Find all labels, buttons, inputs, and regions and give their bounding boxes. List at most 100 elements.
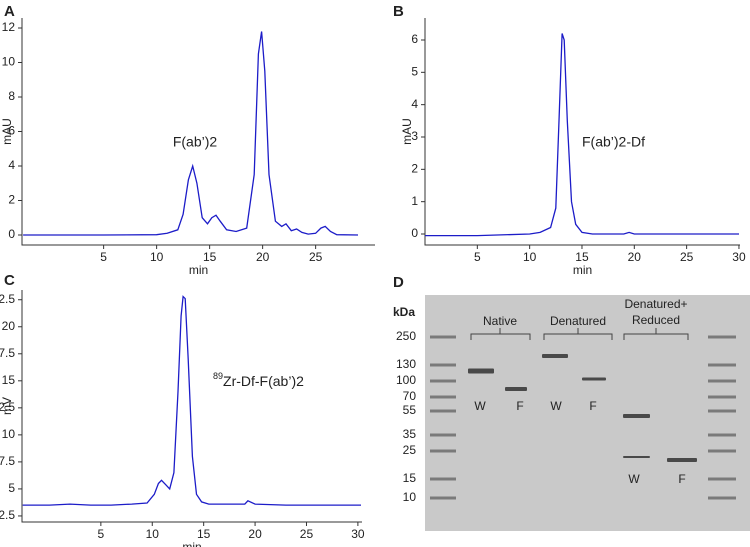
- x-tick-label: 25: [309, 250, 323, 264]
- x-tick-label: 10: [523, 250, 537, 264]
- y-tick-label: 4: [411, 97, 418, 111]
- y-tick-label: 6: [411, 32, 418, 46]
- x-axis-label: min: [189, 263, 208, 277]
- trace: [23, 31, 359, 236]
- x-axis-label: min: [573, 263, 592, 277]
- ladder-band: [708, 379, 736, 383]
- ladder-band: [708, 409, 736, 413]
- ladder-band: [708, 335, 736, 339]
- sample-band: [623, 414, 650, 418]
- y-tick-label: 12: [2, 20, 16, 34]
- y-tick-label: 10: [2, 427, 16, 441]
- lane-label: F: [678, 472, 685, 486]
- marker-label: 100: [396, 373, 416, 387]
- y-tick-label: 0: [8, 227, 15, 241]
- y-tick-label: 3: [411, 129, 418, 143]
- y-tick-label: 22.5: [0, 292, 15, 306]
- lane-label: F: [589, 399, 596, 413]
- y-axis-label: mAU: [400, 118, 414, 145]
- x-tick-label: 30: [732, 250, 746, 264]
- ladder-band: [708, 395, 736, 399]
- y-tick-label: 8: [8, 89, 15, 103]
- x-tick-label: 20: [628, 250, 642, 264]
- marker-label: 35: [403, 427, 417, 441]
- x-tick-label: 25: [300, 527, 314, 541]
- sample-band: [505, 387, 527, 391]
- lane-label: W: [474, 399, 486, 413]
- lane-label: F: [516, 399, 523, 413]
- ladder-band: [708, 363, 736, 367]
- x-tick-label: 25: [680, 250, 694, 264]
- x-tick-label: 5: [98, 527, 105, 541]
- x-tick-label: 10: [146, 527, 160, 541]
- axis-line: [424, 18, 740, 246]
- ladder-band: [430, 433, 456, 437]
- ladder-band: [430, 496, 456, 500]
- sample-band: [468, 368, 494, 374]
- x-tick-label: 5: [474, 250, 481, 264]
- ladder-band: [430, 363, 456, 367]
- x-tick-label: 30: [351, 527, 365, 541]
- ladder-band: [708, 496, 736, 500]
- peak-annotation: F(ab’)2: [173, 134, 218, 150]
- panel-letter: D: [393, 274, 404, 291]
- trace: [425, 33, 739, 237]
- x-tick-label: 15: [203, 250, 217, 264]
- group-label: Reduced: [632, 313, 680, 327]
- y-tick-label: 15: [2, 373, 16, 387]
- ladder-band: [430, 449, 456, 453]
- y-tick-label: 2: [8, 193, 15, 207]
- panel-letter: C: [4, 272, 15, 289]
- x-tick-label: 5: [100, 250, 107, 264]
- annotation-text: Zr-Df-F(ab’)2: [223, 373, 304, 389]
- axis-line: [21, 18, 375, 246]
- marker-label: 15: [403, 471, 417, 485]
- y-tick-label: 17.5: [0, 346, 15, 360]
- y-tick-label: 20: [2, 319, 16, 333]
- ladder-band: [708, 449, 736, 453]
- y-tick-label: 6: [8, 124, 15, 138]
- panel-letter: A: [4, 3, 15, 20]
- isotope-superscript: 89: [213, 371, 223, 381]
- group-label: Denatured+: [624, 297, 687, 311]
- marker-label: 130: [396, 357, 416, 371]
- y-tick-label: 0: [411, 226, 418, 240]
- gel-unit: kDa: [393, 305, 415, 319]
- y-tick-label: 2.5: [0, 508, 15, 522]
- ladder-band: [708, 477, 736, 481]
- trace: [22, 295, 361, 506]
- x-tick-label: 15: [575, 250, 589, 264]
- gel-brackets: [470, 328, 689, 340]
- marker-label: 55: [403, 403, 417, 417]
- peak-annotation: F(ab’)2-Df: [582, 134, 645, 150]
- sample-band: [542, 354, 568, 358]
- panel-letter: B: [393, 3, 404, 20]
- y-tick-label: 5: [8, 481, 15, 495]
- group-label: Native: [483, 314, 517, 328]
- y-tick-label: 12.5: [0, 400, 15, 414]
- ladder-band: [430, 409, 456, 413]
- group-label: Denatured: [550, 314, 606, 328]
- y-tick-label: 1: [411, 194, 418, 208]
- marker-label: 70: [403, 389, 417, 403]
- ladder-band: [430, 477, 456, 481]
- lane-label: W: [550, 399, 562, 413]
- y-tick-label: 10: [2, 55, 16, 69]
- y-tick-label: 2: [411, 162, 418, 176]
- ladder-band: [430, 395, 456, 399]
- marker-label: 10: [403, 490, 417, 504]
- sample-band: [582, 377, 606, 381]
- ladder-band: [708, 433, 736, 437]
- x-axis-label: min: [182, 540, 201, 547]
- y-tick-label: 4: [8, 158, 15, 172]
- y-tick-label: 5: [411, 64, 418, 78]
- lane-label: W: [628, 472, 640, 486]
- axis-line: [21, 290, 362, 523]
- ladder-band: [430, 335, 456, 339]
- sample-band: [667, 458, 697, 462]
- x-tick-label: 10: [150, 250, 164, 264]
- y-axis-label: mV: [0, 397, 14, 415]
- marker-label: 250: [396, 329, 416, 343]
- x-tick-label: 20: [248, 527, 262, 541]
